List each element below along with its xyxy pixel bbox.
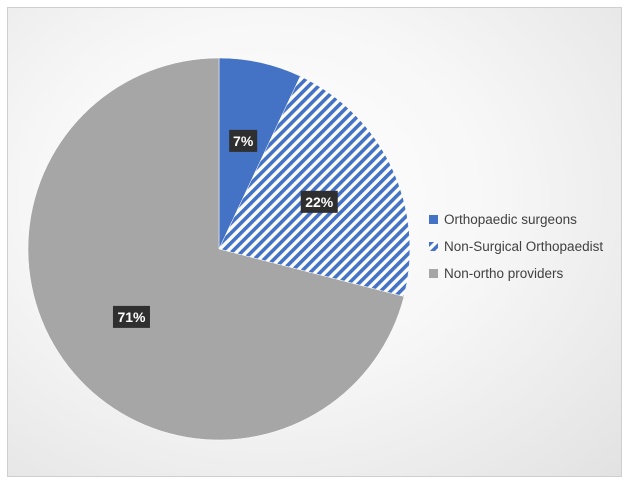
legend-item-non-surgical-orthopaedist: Non-Surgical Orthopaedist bbox=[429, 233, 619, 260]
legend-swatch-non-surgical-orthopaedist bbox=[429, 242, 438, 251]
legend-swatch-non-ortho-providers bbox=[429, 269, 438, 278]
legend-swatch-orthopaedic-surgeons bbox=[429, 215, 438, 224]
chart-area: 7% 22% 71% Orthopaedic surgeons Non-Surgic… bbox=[7, 7, 622, 477]
data-label-text: 7% bbox=[233, 133, 254, 149]
legend-item-orthopaedic-surgeons: Orthopaedic surgeons bbox=[429, 206, 619, 233]
data-label-orthopaedic-surgeons: 7% bbox=[229, 130, 257, 152]
data-label-text: 71% bbox=[117, 309, 146, 325]
legend-label: Non-ortho providers bbox=[444, 266, 563, 281]
legend-label: Non-Surgical Orthopaedist bbox=[444, 239, 603, 254]
data-label-non-ortho-providers: 71% bbox=[113, 306, 150, 328]
legend-item-non-ortho-providers: Non-ortho providers bbox=[429, 260, 619, 287]
legend: Orthopaedic surgeons Non-Surgical Orthop… bbox=[429, 206, 619, 287]
data-label-non-surgical-orthopaedist: 22% bbox=[301, 191, 338, 213]
data-label-text: 22% bbox=[305, 194, 334, 210]
legend-label: Orthopaedic surgeons bbox=[444, 212, 577, 227]
